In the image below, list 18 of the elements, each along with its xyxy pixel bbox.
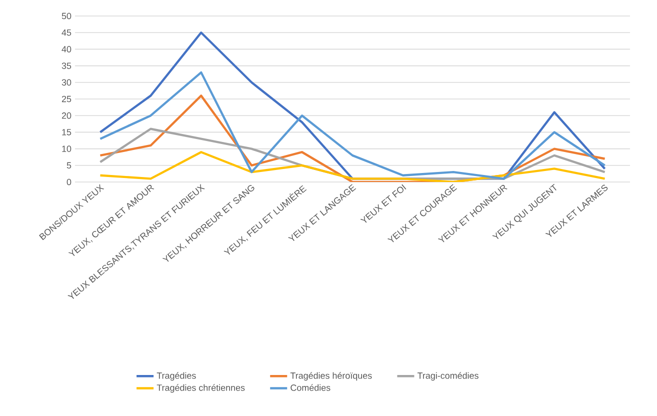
y-tick-label: 10: [62, 146, 72, 152]
y-tick-label: 20: [62, 112, 72, 119]
y-tick-label: 30: [62, 79, 72, 86]
legend-label: Tragi-comédies: [418, 372, 478, 381]
y-tick-label: 25: [62, 96, 72, 102]
y-tick-label: 5: [66, 162, 72, 169]
legend-label: Tragédies chrétiennes: [156, 384, 245, 393]
y-tick-label: 40: [62, 46, 72, 52]
line-series: [99, 151, 606, 182]
y-tick-label: 35: [62, 62, 72, 69]
legend-label: Tragédies héroïques: [290, 372, 372, 381]
y-tick-label: 0: [66, 178, 72, 186]
y-tick-label: 45: [62, 29, 72, 36]
line-series: [99, 71, 606, 180]
legend-label: Comédies: [290, 384, 330, 391]
y-tick-label: 50: [62, 12, 72, 20]
y-tick-label: 15: [62, 129, 72, 136]
legend-label: Tragédies: [156, 372, 196, 381]
